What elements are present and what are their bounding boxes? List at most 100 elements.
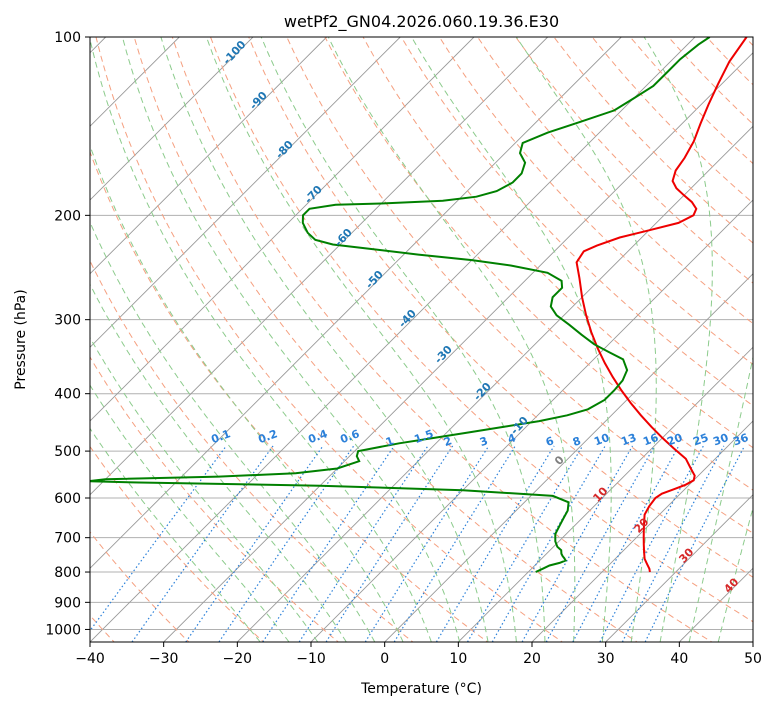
moist-adiabat-line xyxy=(643,37,713,642)
temperature-profile-line xyxy=(575,37,748,573)
x-tick-label: 0 xyxy=(380,651,389,667)
mixing-ratio-label: 4 xyxy=(506,431,518,446)
mixing-ratio-line xyxy=(262,445,395,642)
moist-adiabat-line xyxy=(717,506,753,642)
dry-adiabat-label: 20 xyxy=(631,515,651,535)
dewpoint-profile-line xyxy=(90,37,711,573)
dry-adiabat-label: 10 xyxy=(590,484,610,504)
isotherm-line xyxy=(752,641,753,642)
mixing-ratio-label: 10 xyxy=(592,431,611,449)
moist-adiabat-line xyxy=(411,37,612,642)
moist-adiabat-line xyxy=(260,37,546,642)
dry-adiabat-line xyxy=(133,37,638,642)
x-tick-label: 30 xyxy=(597,651,615,667)
x-tick-label: 10 xyxy=(449,651,467,667)
dry-adiabat-label: -70 xyxy=(302,183,325,207)
dry-adiabat-line xyxy=(95,37,564,642)
dry-adiabat-line xyxy=(90,259,414,642)
mixing-ratio-line xyxy=(185,445,324,642)
isotherm-line xyxy=(605,494,753,642)
dry-adiabat-line xyxy=(744,37,753,47)
isotherm-line xyxy=(90,37,475,422)
mixing-ratio-label: 36 xyxy=(731,431,750,449)
mixing-ratio-label: 0.2 xyxy=(256,427,279,446)
dry-adiabat-label: 0 xyxy=(552,453,567,468)
y-tick-label: 800 xyxy=(54,565,81,581)
moist-adiabat-line xyxy=(90,384,290,642)
plot-frame xyxy=(89,36,754,643)
mixing-ratio-line xyxy=(572,445,680,642)
dry-adiabat-line xyxy=(553,37,753,244)
x-tick-label: −10 xyxy=(296,651,326,667)
mixing-ratio-line xyxy=(466,445,584,642)
mixing-ratio-line xyxy=(325,445,454,642)
mixing-ratio-label: 13 xyxy=(619,431,638,448)
mixing-ratio-line xyxy=(393,445,516,642)
dry-adiabat-label: -40 xyxy=(396,307,419,331)
isotherm-line xyxy=(531,420,753,642)
moist-adiabat-line xyxy=(90,220,376,642)
y-tick-label: 500 xyxy=(54,444,81,460)
dry-adiabat-line xyxy=(324,37,753,491)
isotherm-line xyxy=(384,273,753,642)
x-tick-label: 50 xyxy=(744,651,762,667)
y-axis-label: Pressure (hPa) xyxy=(13,289,29,389)
mixing-ratio-label: 30 xyxy=(711,431,730,449)
mixing-ratio-label: 3 xyxy=(478,434,490,449)
mixing-ratio-label: 2 xyxy=(442,434,454,449)
moist-adiabat-line xyxy=(90,144,404,642)
moist-adiabat-line xyxy=(90,37,432,642)
dry-adiabat-label: -80 xyxy=(273,138,296,162)
moist-adiabat-line xyxy=(688,355,753,642)
dry-adiabat-line xyxy=(210,37,753,623)
y-tick-label: 200 xyxy=(54,208,81,224)
isotherm-line xyxy=(236,125,753,642)
mixing-ratio-label: 25 xyxy=(691,431,710,448)
dry-adiabat-label: -90 xyxy=(247,89,270,113)
mixing-ratio-line xyxy=(621,445,725,642)
y-tick-label: 700 xyxy=(54,531,81,547)
dry-adiabat-label: 40 xyxy=(721,575,741,595)
dry-adiabat-label: 30 xyxy=(676,545,696,565)
x-axis-label: Temperature (°C) xyxy=(360,681,482,697)
mixing-ratio-line xyxy=(545,445,656,642)
mixing-ratio-line xyxy=(521,445,634,642)
dry-adiabat-line xyxy=(515,37,753,284)
dry-adiabat-line xyxy=(362,37,753,449)
mixing-ratio-label: 16 xyxy=(641,431,660,449)
isotherm-line xyxy=(457,346,753,642)
mixing-ratio-label: 0.4 xyxy=(306,427,329,446)
isotherm-line xyxy=(90,37,622,569)
isotherm-line xyxy=(90,37,328,275)
mixing-ratio-line xyxy=(599,445,704,642)
isotherm-line xyxy=(90,37,401,348)
moist-adiabat-line xyxy=(515,37,657,642)
isotherm-line xyxy=(90,37,254,201)
isotherm-line xyxy=(678,567,753,642)
mixing-ratio-label: 0.6 xyxy=(338,427,361,446)
moist-adiabat-line xyxy=(160,37,489,642)
moist-adiabat-line xyxy=(327,37,576,642)
dry-adiabat-label: -100 xyxy=(220,38,249,67)
chart-title: wetPf2_GN04.2026.060.19.36.E30 xyxy=(284,12,559,32)
isotherm-line xyxy=(90,37,696,642)
mixing-ratio-line xyxy=(218,445,355,642)
mixing-ratio-line xyxy=(298,445,429,642)
dry-adiabat-line xyxy=(171,37,713,642)
moist-adiabat-line xyxy=(205,37,517,642)
mixing-ratio-label: 8 xyxy=(571,434,583,449)
moist-adiabat-line xyxy=(90,427,261,642)
mixing-ratio-label: 1 xyxy=(384,434,396,449)
dry-adiabat-line xyxy=(286,37,753,534)
mixing-ratio-line xyxy=(131,445,274,642)
isotherm-line xyxy=(90,37,549,496)
isotherm-line xyxy=(163,52,753,642)
moist-adiabat-line xyxy=(90,283,347,642)
y-tick-label: 300 xyxy=(54,313,81,329)
mixing-ratio-line xyxy=(364,445,490,642)
mixing-ratio-label: 20 xyxy=(665,431,684,449)
mixing-ratio-label: 0.1 xyxy=(209,427,232,446)
mixing-ratio-label: 1.5 xyxy=(412,427,435,446)
moist-adiabat-line xyxy=(90,336,319,642)
